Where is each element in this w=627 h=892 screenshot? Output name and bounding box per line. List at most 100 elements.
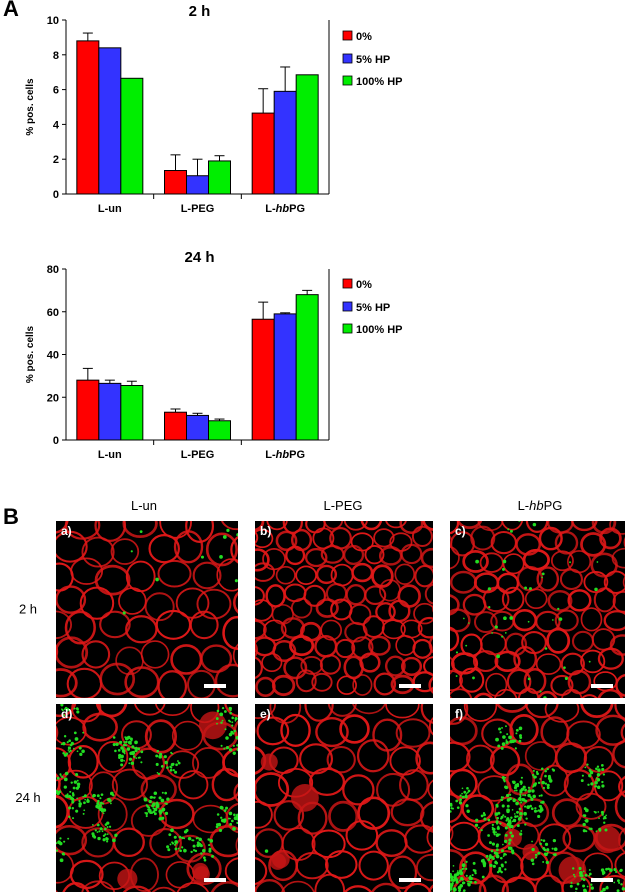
green-dot bbox=[155, 804, 160, 808]
green-dot bbox=[130, 751, 133, 753]
green-dot bbox=[61, 852, 65, 856]
cell-outline bbox=[535, 610, 561, 633]
green-dot bbox=[542, 839, 546, 842]
green-dot bbox=[500, 746, 504, 750]
green-dot bbox=[442, 888, 444, 890]
cell-outline bbox=[295, 669, 317, 693]
green-dot bbox=[173, 835, 177, 839]
green-dot bbox=[475, 818, 479, 822]
green-dot bbox=[487, 834, 490, 837]
green-dot bbox=[531, 773, 535, 777]
green-dot bbox=[183, 848, 186, 851]
green-dot bbox=[520, 776, 523, 779]
cell-outline bbox=[345, 820, 379, 851]
green-dot bbox=[145, 814, 148, 818]
green-dot bbox=[156, 771, 159, 774]
green-dot bbox=[578, 866, 582, 871]
green-dot bbox=[518, 726, 523, 731]
cell-outline bbox=[15, 510, 46, 539]
cell-outline bbox=[122, 885, 152, 892]
cell-outline bbox=[603, 570, 625, 594]
green-dot bbox=[524, 823, 527, 826]
cell-outline bbox=[233, 783, 238, 803]
cell-outline bbox=[255, 619, 267, 640]
cell-outline bbox=[498, 491, 519, 513]
cell-outline bbox=[373, 528, 395, 548]
cell-outline bbox=[450, 670, 463, 692]
green-dot bbox=[169, 843, 172, 846]
green-dot bbox=[445, 872, 448, 875]
green-dot bbox=[575, 887, 578, 891]
green-dot bbox=[505, 819, 508, 822]
green-dot bbox=[70, 797, 74, 801]
green-dot bbox=[573, 875, 576, 878]
green-dot bbox=[570, 881, 573, 884]
cell-outline bbox=[12, 559, 44, 589]
green-dot bbox=[123, 752, 126, 755]
green-dot bbox=[240, 740, 242, 742]
cell-outline bbox=[567, 589, 592, 612]
green-dot bbox=[117, 749, 121, 752]
bar bbox=[120, 384, 144, 441]
green-dot bbox=[495, 861, 498, 865]
green-dot bbox=[101, 830, 104, 833]
cell-outline bbox=[255, 800, 273, 829]
cell-outline bbox=[360, 521, 383, 531]
cell-outline bbox=[375, 602, 396, 622]
x-tick-label: L-un bbox=[98, 203, 122, 215]
green-dot bbox=[532, 794, 536, 799]
green-dot bbox=[169, 768, 173, 772]
green-dot bbox=[506, 804, 510, 808]
green-dot bbox=[613, 881, 616, 884]
cell-outline bbox=[99, 662, 136, 696]
green-dot bbox=[102, 838, 106, 842]
green-dot bbox=[234, 717, 238, 720]
green-dot bbox=[102, 812, 105, 815]
green-dot bbox=[81, 749, 85, 754]
cell-outline bbox=[622, 878, 625, 892]
green-dot bbox=[239, 721, 243, 725]
green-dot bbox=[83, 794, 87, 798]
green-dot bbox=[514, 815, 517, 819]
green-dot bbox=[597, 768, 601, 772]
green-dot bbox=[588, 874, 591, 877]
cell-outline bbox=[426, 825, 433, 850]
green-dot bbox=[595, 767, 598, 771]
cell-outline bbox=[620, 723, 625, 742]
green-dot bbox=[504, 833, 508, 837]
cell-outline bbox=[62, 882, 90, 892]
green-dot bbox=[450, 878, 453, 882]
green-dot bbox=[158, 809, 163, 814]
green-dot bbox=[500, 849, 505, 853]
green-dot bbox=[588, 660, 591, 663]
green-dot bbox=[236, 821, 238, 825]
bright-cell bbox=[593, 825, 621, 854]
green-dot bbox=[224, 728, 227, 731]
green-dot bbox=[92, 795, 95, 798]
green-dot bbox=[97, 836, 101, 841]
cell-outline bbox=[232, 643, 238, 668]
green-dot bbox=[463, 790, 467, 794]
cell-outline bbox=[344, 621, 368, 643]
green-dot bbox=[236, 533, 238, 537]
cell-outline bbox=[315, 717, 349, 748]
green-dot bbox=[271, 482, 274, 485]
legend-entry: 100% HP bbox=[356, 76, 402, 88]
cell-outline bbox=[364, 585, 387, 606]
green-dot bbox=[511, 851, 515, 855]
green-dot bbox=[220, 744, 223, 747]
cell-outline bbox=[222, 615, 238, 650]
green-dot bbox=[501, 635, 504, 638]
cell-outline bbox=[255, 642, 258, 658]
green-dot bbox=[128, 757, 133, 761]
cell-outline bbox=[371, 564, 394, 588]
cell-outline bbox=[535, 653, 562, 675]
green-dot bbox=[621, 887, 625, 891]
green-dot bbox=[63, 785, 67, 789]
green-dot bbox=[584, 819, 589, 823]
green-dot bbox=[546, 848, 550, 852]
green-dot bbox=[66, 741, 69, 744]
green-dot bbox=[582, 878, 586, 882]
green-dot bbox=[531, 862, 535, 866]
cell-outline bbox=[623, 536, 625, 548]
